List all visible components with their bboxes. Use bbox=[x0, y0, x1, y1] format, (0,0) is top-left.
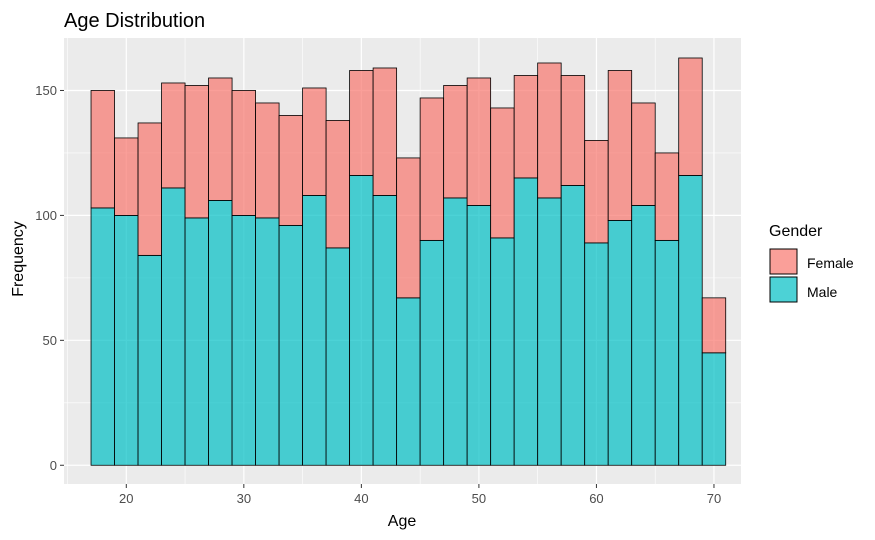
bar-male bbox=[584, 242, 609, 466]
bar-male bbox=[302, 195, 327, 466]
bar-male bbox=[255, 217, 280, 466]
bar-male bbox=[396, 297, 421, 466]
bar-male bbox=[678, 175, 703, 466]
bar-female bbox=[678, 57, 703, 176]
x-axis: 20 30 40 50 60 70 bbox=[119, 484, 721, 506]
y-tick-label: 100 bbox=[35, 208, 57, 223]
bar-female bbox=[490, 107, 515, 239]
x-tick-label: 50 bbox=[472, 491, 486, 506]
bar-male bbox=[466, 205, 492, 466]
bar-female bbox=[631, 102, 656, 206]
bar-female bbox=[513, 75, 539, 179]
bar-male bbox=[607, 219, 633, 466]
bar-female bbox=[701, 297, 727, 354]
bar-female bbox=[325, 120, 351, 249]
bar-female bbox=[419, 97, 445, 241]
legend-label-male: Male bbox=[807, 284, 838, 300]
legend-key-female bbox=[769, 248, 798, 275]
legend-key-male bbox=[769, 276, 798, 303]
bar-male bbox=[513, 177, 539, 466]
x-tick-label: 30 bbox=[237, 491, 251, 506]
bar-male bbox=[114, 215, 139, 466]
bar-male bbox=[208, 200, 233, 466]
bar-male bbox=[443, 197, 468, 466]
bar-female bbox=[161, 82, 186, 189]
bar-female bbox=[443, 85, 468, 199]
bar-female bbox=[349, 70, 374, 176]
x-axis-title: Age bbox=[388, 513, 417, 530]
bar-male bbox=[137, 254, 162, 466]
bar-female bbox=[584, 140, 609, 244]
bar-male bbox=[161, 187, 186, 466]
bar-female bbox=[137, 122, 162, 256]
bar-female bbox=[90, 90, 115, 209]
bar-male bbox=[419, 239, 445, 466]
bar-male bbox=[90, 207, 115, 466]
y-tick-label: 150 bbox=[35, 83, 57, 98]
bar-male bbox=[631, 205, 656, 466]
y-axis: 0 50 100 150 bbox=[35, 83, 64, 473]
bar-female bbox=[607, 70, 633, 221]
bar-female bbox=[654, 152, 680, 241]
bar-female bbox=[560, 75, 586, 186]
bar-female bbox=[184, 85, 209, 219]
bar-male bbox=[537, 197, 562, 466]
bar-male bbox=[278, 224, 303, 466]
y-tick-label: 0 bbox=[50, 458, 57, 473]
bar-female bbox=[372, 67, 398, 196]
y-axis-title: Frequency bbox=[10, 221, 27, 297]
bar-female bbox=[231, 90, 256, 216]
bar-female bbox=[466, 77, 492, 206]
chart-title: Age Distribution bbox=[64, 10, 205, 32]
bar-female bbox=[255, 102, 280, 219]
x-tick-label: 70 bbox=[707, 491, 721, 506]
x-tick-label: 40 bbox=[354, 491, 368, 506]
bar-male bbox=[184, 217, 209, 466]
legend-label-female: Female bbox=[807, 255, 854, 271]
bar-male bbox=[349, 175, 374, 466]
bar-female bbox=[302, 87, 327, 196]
bar-female bbox=[278, 115, 303, 226]
bar-female bbox=[396, 157, 421, 299]
bar-male bbox=[325, 247, 351, 466]
bars bbox=[90, 57, 727, 466]
bar-male bbox=[490, 237, 515, 466]
x-tick-label: 20 bbox=[119, 491, 133, 506]
bar-male bbox=[560, 185, 586, 466]
legend: Gender Female Male bbox=[769, 223, 854, 303]
bar-female bbox=[537, 62, 562, 199]
x-tick-label: 60 bbox=[589, 491, 603, 506]
bar-female bbox=[114, 137, 139, 216]
bar-male bbox=[372, 195, 398, 466]
y-tick-label: 50 bbox=[43, 333, 57, 348]
bar-male bbox=[654, 239, 680, 466]
legend-title: Gender bbox=[769, 223, 823, 240]
bar-male bbox=[231, 215, 256, 466]
bar-male bbox=[701, 352, 727, 466]
bar-female bbox=[208, 77, 233, 201]
